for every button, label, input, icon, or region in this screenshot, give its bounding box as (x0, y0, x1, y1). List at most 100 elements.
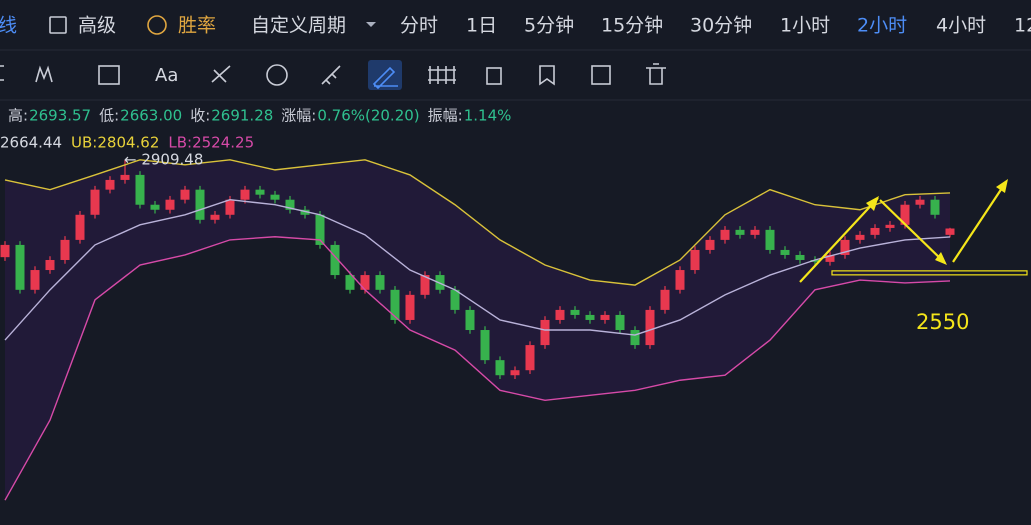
candle-body (690, 249, 700, 271)
candle-body (330, 244, 340, 276)
chart: ← 2909.48 2550 (0, 150, 1028, 501)
stat-value: 2663.00 (120, 107, 182, 125)
candle-body (210, 214, 220, 220)
candle-body (630, 330, 640, 346)
candle-body (390, 289, 400, 320)
stat-label: 收: (190, 107, 210, 125)
candle-body (570, 309, 580, 315)
toolbar-item[interactable]: 12 (1014, 15, 1031, 37)
candle-body (285, 199, 295, 210)
icon (428, 66, 456, 84)
candle-body (345, 275, 355, 290)
candle-body (540, 319, 550, 346)
candle-body (450, 289, 460, 310)
candle-body (15, 244, 25, 290)
arrowhead (935, 252, 947, 265)
candle-body (585, 314, 595, 320)
candle-body (30, 270, 40, 290)
stat-value: 0.76%(20.20) (317, 107, 419, 125)
candle-body (255, 189, 265, 195)
toolbar-item[interactable]: 分时 (400, 15, 438, 37)
band-line (4, 236, 951, 501)
tool-icons (0, 15, 666, 90)
candle-body (780, 249, 790, 255)
indicator-value: UB:2804.62 (71, 134, 159, 152)
candle-body (660, 289, 670, 310)
level-label: 2550 (916, 310, 969, 334)
icon (266, 64, 288, 86)
candle-body (615, 314, 625, 331)
candle-body (720, 229, 730, 240)
arrowheads (866, 179, 1008, 265)
candle-body (825, 254, 835, 262)
candle-body (900, 204, 910, 225)
candle-body (405, 294, 415, 320)
candle-body (75, 214, 85, 240)
candle-body (735, 229, 745, 235)
icon (591, 65, 611, 85)
candle-body (435, 275, 445, 290)
icon (372, 66, 398, 90)
arrow (879, 199, 946, 264)
stat-label: 低: (99, 107, 119, 125)
toolbar-item[interactable]: 自定义周期 (251, 15, 346, 37)
candle-body (60, 239, 70, 260)
toolbar-item[interactable]: 1小时 (780, 15, 830, 37)
candle-body (870, 227, 880, 235)
candle-body (840, 239, 850, 255)
icon (35, 65, 53, 83)
candle-body (105, 179, 115, 190)
candle-body (495, 360, 505, 376)
candle-body (180, 189, 190, 200)
candle-body (915, 199, 925, 205)
candle-body (375, 275, 385, 290)
candle-body (465, 309, 475, 331)
candle-body (195, 189, 205, 220)
candle-body (510, 370, 520, 376)
candle-body (165, 199, 175, 210)
candle-body (675, 270, 685, 290)
candle-body (240, 189, 250, 200)
icon (646, 63, 666, 85)
tool-text[interactable]: Aa (155, 65, 178, 86)
stat-label: 涨幅: (281, 107, 316, 125)
toolbar-item[interactable]: 1日 (466, 15, 497, 37)
annotation-arrows (799, 181, 1007, 283)
toolbar-item[interactable]: 线 (0, 15, 17, 37)
toolbar-item[interactable]: 5分钟 (524, 15, 574, 37)
icon (98, 65, 120, 85)
arrowhead (996, 179, 1008, 193)
toolbar-item[interactable]: 30分钟 (690, 15, 752, 37)
candle-body (795, 254, 805, 260)
toolbar-item[interactable]: 胜率 (178, 15, 216, 37)
candle-body (420, 275, 430, 295)
toolbar-item[interactable]: 15分钟 (601, 15, 663, 37)
candle-body (765, 229, 775, 250)
stat-value: 2693.57 (29, 107, 91, 125)
stat-value: 1.14% (464, 107, 512, 125)
candle-body (945, 228, 955, 235)
candle-body (135, 174, 145, 205)
indicator-value: 2664.44 (0, 134, 62, 152)
candle-body (315, 214, 325, 245)
candle-body (480, 330, 490, 361)
icon (321, 65, 341, 85)
icon (486, 67, 502, 85)
candle-body (885, 224, 895, 228)
toolbar-item[interactable]: 高级 (78, 15, 116, 37)
arrowhead (866, 196, 879, 211)
candle-body (300, 209, 310, 215)
candle-body (360, 275, 370, 290)
level-line (831, 270, 1028, 276)
icon (0, 65, 4, 81)
icon (147, 15, 167, 35)
icon (49, 16, 67, 34)
arrow (952, 181, 1007, 263)
candle-body (120, 174, 130, 180)
candle-body (600, 314, 610, 320)
toolbar-item[interactable]: 2小时 (857, 15, 907, 37)
toolbar-item[interactable]: 4小时 (936, 15, 986, 37)
stat-label: 振幅: (428, 107, 463, 125)
